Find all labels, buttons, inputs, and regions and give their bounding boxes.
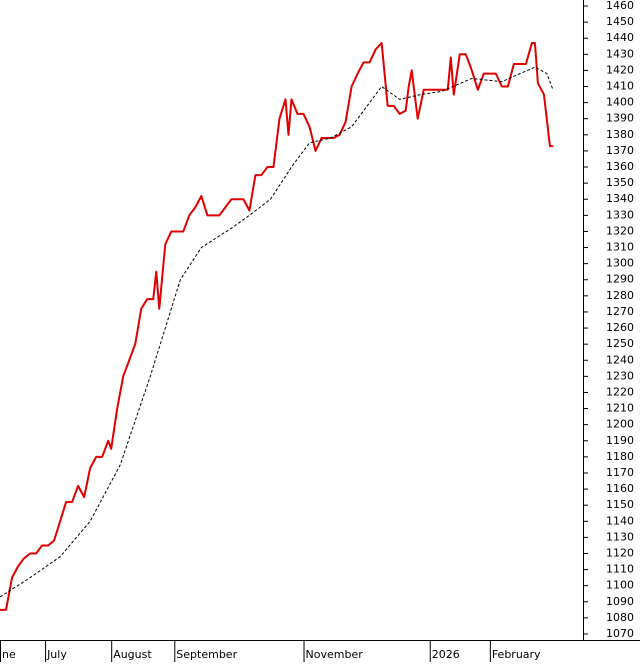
y-tick-label: 1100 (606, 579, 634, 592)
y-tick-label: 1090 (606, 595, 634, 608)
data-line (0, 66, 554, 598)
y-tick-label: 1200 (606, 418, 634, 431)
y-tick-label: 1290 (606, 273, 634, 286)
y-tick-label: 1340 (606, 192, 634, 205)
y-tick-label: 1280 (606, 289, 634, 302)
data-line (0, 42, 553, 611)
y-tick-label: 1370 (606, 144, 634, 157)
y-tick-label: 1390 (606, 112, 634, 125)
y-tick-label: 1150 (606, 498, 634, 511)
x-tick-label: August (113, 648, 152, 661)
y-tick-label: 1170 (606, 466, 634, 479)
x-tick-label: November (306, 648, 364, 661)
y-tick-label: 1380 (606, 128, 634, 141)
y-tick-label: 1240 (606, 353, 634, 366)
y-tick-label: 1450 (606, 15, 634, 28)
y-tick-label: 1260 (606, 321, 634, 334)
y-tick-label: 1080 (606, 611, 634, 624)
x-tick-label: July (46, 648, 67, 661)
y-tick-label: 1440 (606, 31, 634, 44)
y-tick-label: 1250 (606, 337, 634, 350)
y-tick-label: 1070 (606, 627, 634, 640)
y-tick-label: 1330 (606, 208, 634, 221)
y-tick-label: 1160 (606, 482, 634, 495)
y-tick-label: 1320 (606, 224, 634, 237)
y-tick-label: 1210 (606, 402, 634, 415)
y-tick-label: 1190 (606, 434, 634, 447)
y-tick-label: 1430 (606, 47, 634, 60)
y-tick-label: 1400 (606, 96, 634, 109)
x-tick-label: February (492, 648, 541, 661)
y-tick-label: 1120 (606, 546, 634, 559)
x-tick-label: 2026 (432, 648, 460, 661)
y-tick-label: 1270 (606, 305, 634, 318)
x-tick-label: September (176, 648, 237, 661)
y-tick-label: 1420 (606, 63, 634, 76)
y-tick-label: 1360 (606, 160, 634, 173)
y-tick-label: 1140 (606, 514, 634, 527)
y-tick-label: 1130 (606, 530, 634, 543)
y-tick-label: 1230 (606, 369, 634, 382)
y-tick-label: 1300 (606, 257, 634, 270)
y-tick-label: 1460 (606, 0, 634, 12)
x-tick-label: ne (2, 648, 16, 661)
y-tick-label: 1110 (606, 563, 634, 576)
y-tick-label: 1220 (606, 385, 634, 398)
y-tick-label: 1310 (606, 241, 634, 254)
y-tick-label: 1350 (606, 176, 634, 189)
y-tick-label: 1180 (606, 450, 634, 463)
y-tick-label: 1410 (606, 80, 634, 93)
